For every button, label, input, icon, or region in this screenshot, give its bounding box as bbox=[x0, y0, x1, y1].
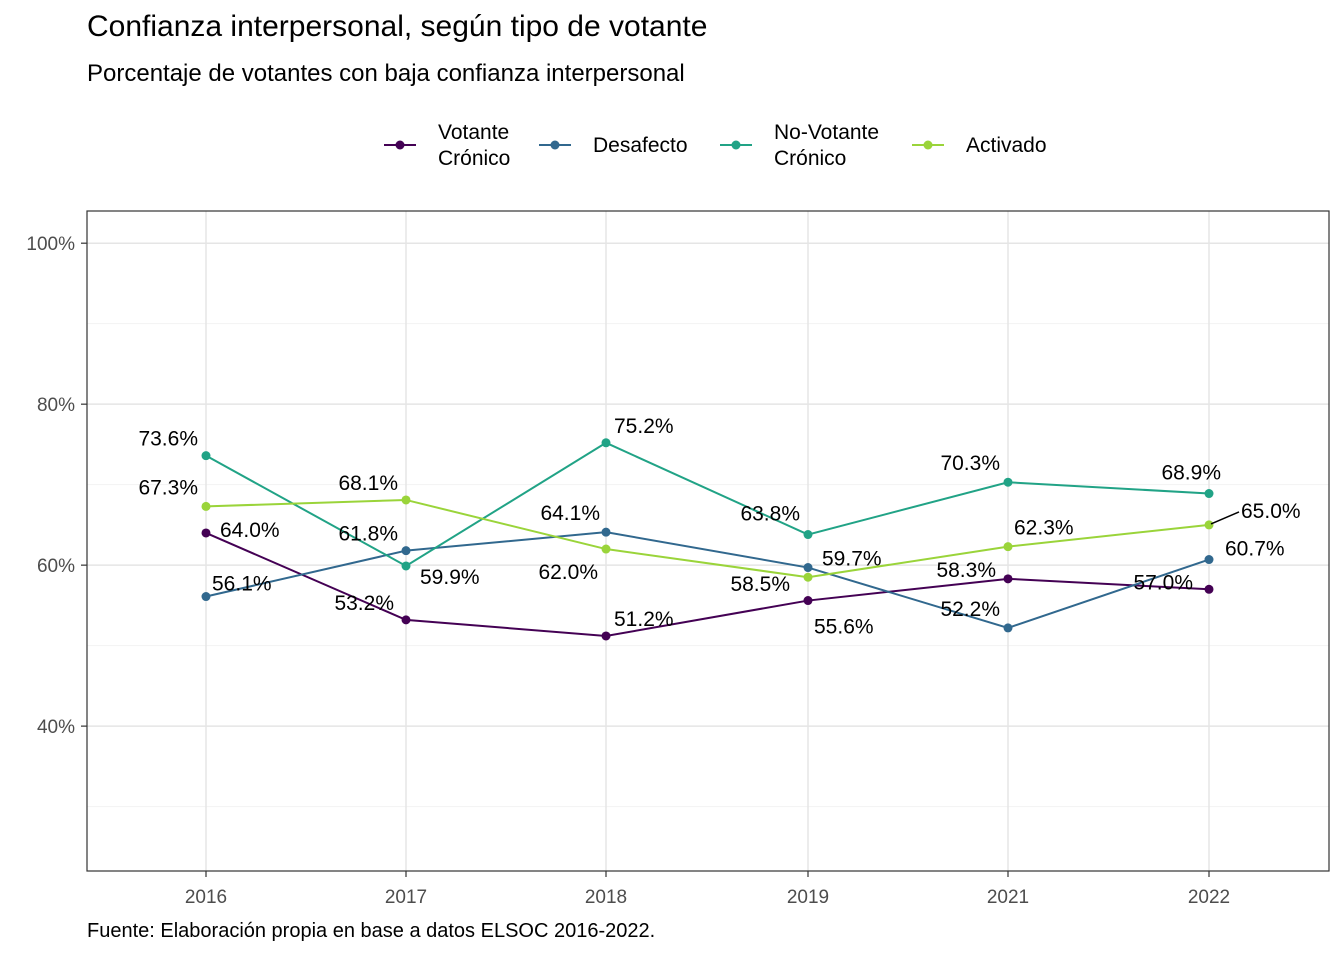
data-point bbox=[201, 592, 211, 602]
data-label: 73.6% bbox=[138, 428, 198, 451]
data-point bbox=[401, 546, 411, 556]
panel-border bbox=[86, 210, 1330, 872]
x-axis: 2016 2017 2018 2019 2021 2022 bbox=[185, 871, 1230, 908]
data-point bbox=[1003, 574, 1013, 584]
series-lines bbox=[205, 441, 1210, 637]
data-label: 68.9% bbox=[1161, 462, 1221, 485]
y-axis: 40% 60% 80% 100% bbox=[26, 234, 87, 738]
legend-label: Activado bbox=[966, 134, 1047, 157]
data-point bbox=[201, 528, 211, 538]
data-point bbox=[1204, 584, 1214, 594]
y-tick-label: 60% bbox=[37, 556, 75, 577]
data-label: 52.2% bbox=[940, 598, 1000, 621]
x-tick-label: 2021 bbox=[987, 887, 1029, 908]
x-tick-label: 2019 bbox=[787, 887, 829, 908]
series-line bbox=[205, 498, 1210, 579]
data-label: 70.3% bbox=[940, 452, 1000, 475]
data-point bbox=[601, 438, 611, 448]
legend-label: Desafecto bbox=[593, 134, 688, 157]
data-point bbox=[1204, 489, 1214, 499]
legend-label: Crónico bbox=[438, 147, 510, 170]
data-label: 62.3% bbox=[1014, 517, 1074, 540]
y-tick-label: 80% bbox=[37, 395, 75, 416]
data-label: 75.2% bbox=[614, 415, 674, 438]
data-label: 59.7% bbox=[822, 548, 882, 571]
x-tick-label: 2018 bbox=[585, 887, 627, 908]
x-tick-label: 2017 bbox=[385, 887, 427, 908]
data-point bbox=[803, 530, 813, 540]
data-point bbox=[1003, 623, 1013, 633]
data-label: 56.1% bbox=[212, 573, 272, 596]
series-line bbox=[205, 531, 1210, 629]
y-tick-label: 40% bbox=[37, 717, 75, 738]
data-label: 65.0% bbox=[1241, 500, 1301, 523]
data-point bbox=[803, 596, 813, 606]
x-tick-label: 2016 bbox=[185, 887, 227, 908]
data-label: 58.3% bbox=[936, 559, 996, 582]
chart-subtitle: Porcentaje de votantes con baja confianz… bbox=[87, 60, 685, 87]
data-labels: 64.0% 53.2% 51.2% 55.6% 58.3% 57.0% 56.1% 61.8%… bbox=[138, 415, 1300, 639]
major-gridlines bbox=[87, 211, 1329, 871]
data-label: 59.9% bbox=[420, 566, 480, 589]
legend-key-point bbox=[731, 140, 741, 150]
legend-key-point bbox=[395, 140, 405, 150]
data-label: 57.0% bbox=[1133, 571, 1193, 594]
label-connector bbox=[1210, 511, 1240, 525]
data-label: 61.8% bbox=[338, 523, 398, 546]
legend-label: Votante bbox=[438, 121, 509, 144]
data-point bbox=[601, 527, 611, 537]
data-label: 58.5% bbox=[730, 573, 790, 596]
data-label: 62.0% bbox=[538, 561, 598, 584]
data-label: 67.3% bbox=[138, 476, 198, 499]
series-line bbox=[205, 441, 1210, 568]
data-point bbox=[803, 563, 813, 573]
data-label: 63.8% bbox=[740, 503, 800, 526]
data-point bbox=[401, 561, 411, 571]
data-label: 64.1% bbox=[540, 502, 600, 525]
data-point bbox=[803, 572, 813, 582]
legend-label: Crónico bbox=[774, 147, 846, 170]
data-point bbox=[1003, 477, 1013, 487]
chart-caption: Fuente: Elaboración propia en base a dat… bbox=[87, 920, 656, 942]
x-tick-label: 2022 bbox=[1188, 887, 1230, 908]
data-label: 51.2% bbox=[614, 608, 674, 631]
chart-title: Confianza interpersonal, según tipo de v… bbox=[87, 10, 708, 43]
data-point bbox=[601, 631, 611, 641]
y-tick-label: 100% bbox=[26, 234, 75, 255]
data-point bbox=[401, 495, 411, 505]
minor-gridlines bbox=[87, 323, 1329, 808]
data-point bbox=[601, 544, 611, 554]
data-label: 60.7% bbox=[1225, 538, 1285, 561]
data-point bbox=[1204, 555, 1214, 565]
legend-key-point bbox=[923, 140, 933, 150]
data-label: 53.2% bbox=[334, 592, 394, 615]
series-points bbox=[201, 438, 1214, 641]
data-point bbox=[201, 501, 211, 511]
data-label: 55.6% bbox=[814, 616, 874, 639]
legend-key-point bbox=[550, 140, 560, 150]
data-point bbox=[1003, 542, 1013, 552]
data-label: 64.0% bbox=[220, 519, 280, 542]
data-point bbox=[201, 451, 211, 461]
data-point bbox=[1204, 520, 1214, 530]
data-label: 68.1% bbox=[338, 472, 398, 495]
data-point bbox=[401, 615, 411, 625]
legend: Votante Crónico Desafecto No-Votante Crónico… bbox=[384, 121, 1047, 170]
series-line bbox=[205, 532, 1210, 637]
legend-label: No-Votante bbox=[774, 121, 879, 144]
